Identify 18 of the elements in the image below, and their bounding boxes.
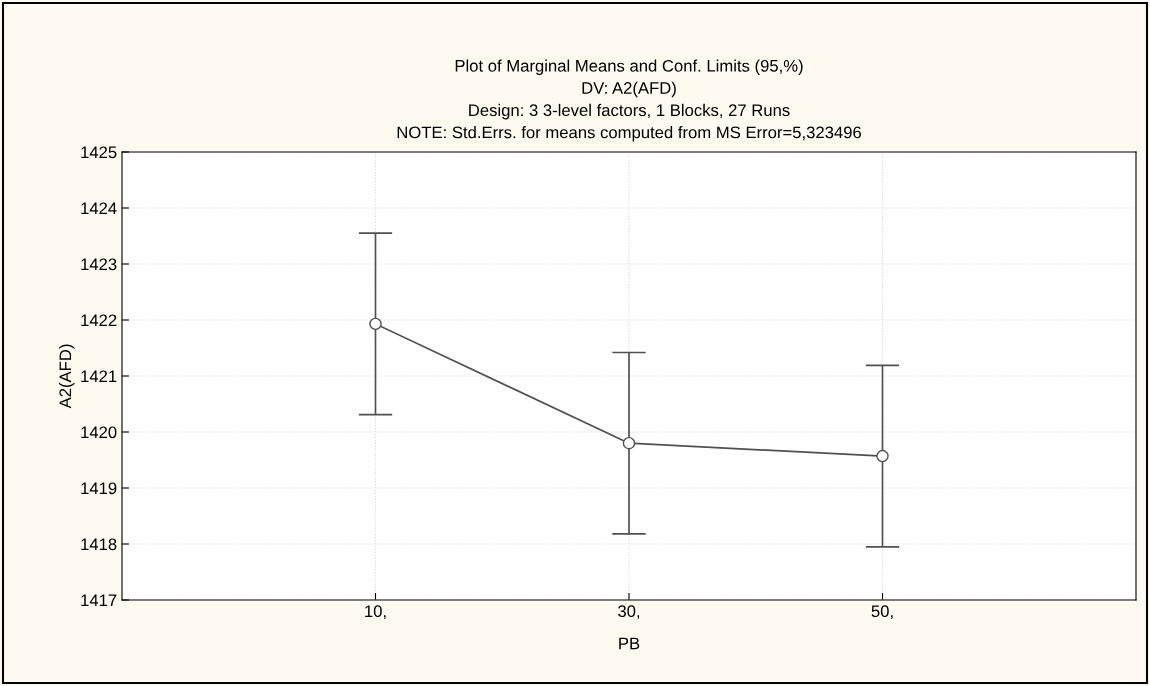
x-tick-label: 50, bbox=[871, 605, 893, 620]
y-tick-label: 1421 bbox=[81, 370, 117, 383]
y-tick-label: 1419 bbox=[81, 482, 117, 495]
y-tick-label: 1425 bbox=[81, 146, 117, 159]
y-tick-label: 1423 bbox=[81, 258, 117, 271]
x-tick-label: 30, bbox=[618, 605, 640, 620]
x-tick-label: 10, bbox=[365, 605, 386, 620]
point bbox=[622, 436, 636, 450]
y-axis-title: A2(AFD) bbox=[58, 344, 75, 409]
point bbox=[369, 317, 382, 331]
y-tick-label: 1422 bbox=[81, 314, 117, 327]
y-tick-label: 1418 bbox=[81, 538, 117, 551]
y-tick-label: 1420 bbox=[81, 426, 117, 439]
y-tick-label: 1424 bbox=[81, 202, 117, 215]
chart-title: Plot of Marginal Means and Conf. Limits (95,%) DV: A2(AFD) Design: 3 3-level factors, 1 Blocks, 27 Runs NOTE: Std.Errs. for means computed from MS Error=5,323496 bbox=[397, 59, 862, 142]
x-axis-title: PB bbox=[619, 637, 640, 650]
point bbox=[876, 449, 889, 463]
y-tick-label: 1417 bbox=[81, 594, 117, 607]
